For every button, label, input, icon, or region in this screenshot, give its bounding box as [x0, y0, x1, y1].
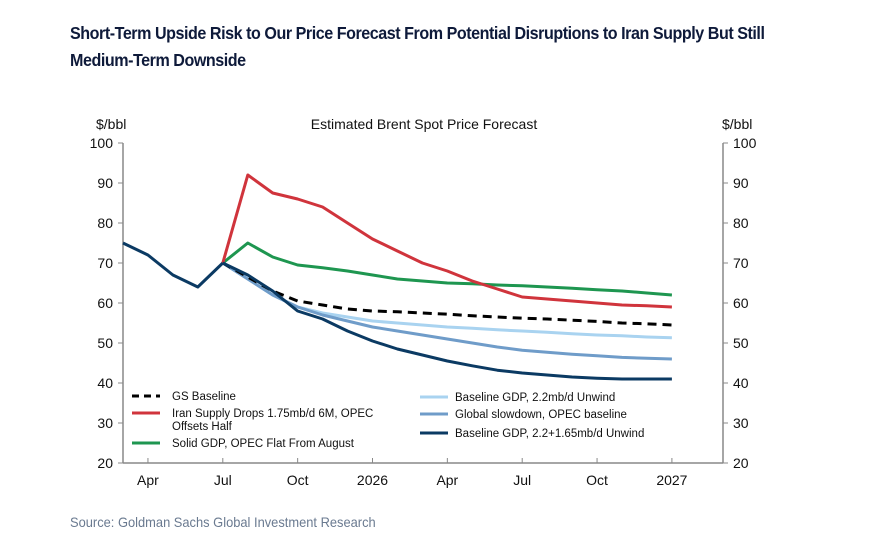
legend-label-4: Global slowdown, OPEC baseline	[455, 409, 627, 421]
title-line-2: Medium-Term Downside	[70, 50, 246, 70]
y-tick-label-right: 30	[733, 415, 749, 431]
x-tick-label: Jul	[214, 472, 232, 488]
legend-label-3: Baseline GDP, 2.2mb/d Unwind	[455, 392, 615, 404]
y-axis-label-right: $/bbl	[722, 116, 752, 132]
y-axis-label-left: $/bbl	[96, 116, 126, 132]
series-line-5	[222, 261, 672, 381]
y-tick-label-left: 80	[97, 215, 113, 231]
y-tick-label-right: 40	[733, 375, 749, 391]
y-tick-label-left: 70	[97, 255, 113, 271]
x-tick-label: Jul	[513, 472, 531, 488]
x-tick-label: Oct	[586, 472, 608, 488]
legend-label-1: Iran Supply Drops 1.75mb/d 6M, OPEC	[172, 408, 373, 420]
series-line-1	[221, 173, 672, 309]
legend-label-1: Offsets Half	[172, 421, 233, 433]
series-line-3	[221, 261, 672, 340]
legend-label-0: GS Baseline	[172, 391, 236, 403]
series-line-4	[221, 261, 672, 361]
x-tick-label: 2027	[656, 472, 687, 488]
y-tick-label-left: 20	[97, 455, 113, 471]
y-tick-label-left: 40	[97, 375, 113, 391]
y-tick-label-left: 60	[97, 295, 113, 311]
y-tick-label-left: 100	[90, 135, 114, 151]
x-tick-label: Oct	[287, 472, 309, 488]
legend-label-2: Solid GDP, OPEC Flat From August	[172, 438, 355, 450]
y-tick-label-right: 90	[733, 175, 749, 191]
y-tick-label-right: 50	[733, 335, 749, 351]
source-note: Source: Goldman Sachs Global Investment …	[70, 514, 376, 530]
y-tick-label-left: 30	[97, 415, 113, 431]
x-tick-label: Apr	[436, 472, 458, 488]
x-tick-label: 2026	[357, 472, 388, 488]
y-tick-label-left: 90	[97, 175, 113, 191]
title-line-1: Short-Term Upside Risk to Our Price Fore…	[70, 23, 765, 43]
page-title: Short-Term Upside Risk to Our Price Fore…	[70, 20, 886, 74]
x-tick-label: Apr	[137, 472, 159, 488]
chart-title: Estimated Brent Spot Price Forecast	[311, 116, 538, 132]
legend-label-5: Baseline GDP, 2.2+1.65mb/d Unwind	[455, 428, 644, 440]
y-tick-label-left: 50	[97, 335, 113, 351]
y-tick-label-right: 60	[733, 295, 749, 311]
y-tick-label-right: 20	[733, 455, 749, 471]
y-tick-label-right: 70	[733, 255, 749, 271]
history-line	[122, 241, 224, 289]
y-tick-label-right: 100	[733, 135, 757, 151]
y-tick-label-right: 80	[733, 215, 749, 231]
series-line-2	[221, 241, 673, 297]
